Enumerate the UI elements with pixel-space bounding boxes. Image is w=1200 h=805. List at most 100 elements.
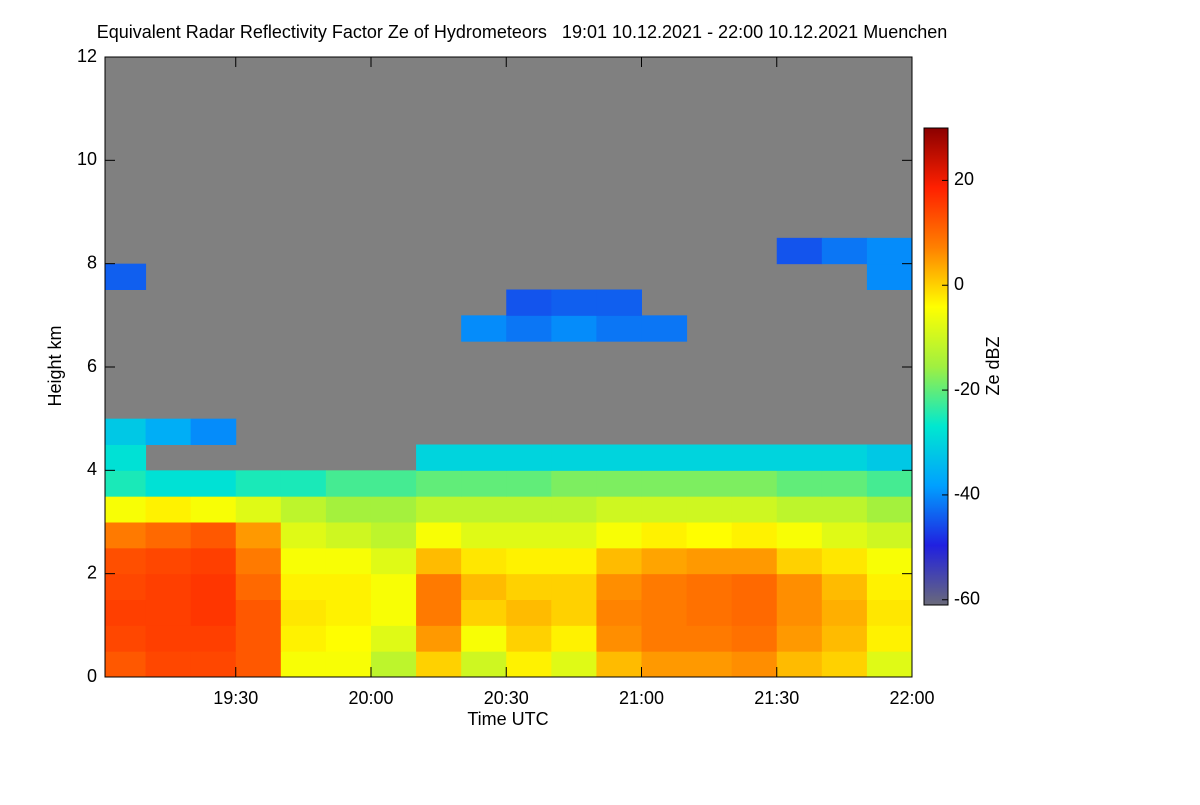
colorbar-tick-label: -60	[954, 589, 980, 609]
heatmap-cell	[821, 547, 868, 575]
colorbar-tick-label: -40	[954, 484, 980, 504]
heatmap-cell	[190, 470, 237, 497]
x-axis-label: Time UTC	[467, 709, 548, 729]
heatmap-cell	[686, 496, 733, 523]
heatmap-cell	[821, 599, 868, 626]
heatmap-cell	[731, 496, 778, 523]
heatmap-cell	[280, 651, 327, 678]
heatmap-cell	[551, 496, 597, 523]
heatmap-cell	[105, 625, 147, 652]
y-tick-label: 12	[77, 46, 97, 66]
heatmap-cell	[506, 651, 552, 678]
heatmap-cell	[235, 547, 282, 575]
heatmap-cell	[596, 315, 642, 342]
heatmap-cell	[416, 599, 462, 626]
heatmap-cell	[235, 573, 282, 600]
heatmap-cell	[641, 522, 688, 549]
heatmap-cell	[866, 547, 913, 575]
heatmap-cell	[776, 444, 823, 471]
heatmap-cell	[686, 470, 733, 497]
heatmap-cell	[461, 496, 507, 523]
heatmap-cell	[776, 651, 823, 678]
heatmap-cell	[551, 599, 597, 626]
heatmap-cell	[506, 573, 552, 600]
heatmap-cell	[686, 625, 733, 652]
heatmap-cell	[105, 599, 147, 626]
heatmap-cell	[776, 599, 823, 626]
heatmap-cell	[461, 315, 507, 342]
heatmap-cell	[731, 599, 778, 626]
heatmap-cell	[325, 470, 372, 497]
heatmap-cell	[596, 496, 642, 523]
heatmap-cell	[280, 573, 327, 600]
heatmap-cell	[190, 651, 237, 678]
heatmap-cell	[105, 522, 147, 549]
heatmap-cell	[506, 289, 552, 316]
heatmap-cell	[235, 625, 282, 652]
heatmap-cell	[325, 625, 372, 652]
heatmap-cell	[416, 496, 462, 523]
heatmap-cell	[145, 547, 192, 575]
heatmap-cell	[105, 470, 147, 497]
heatmap-cell	[866, 573, 913, 600]
heatmap-cell	[821, 237, 868, 265]
heatmap-cell	[461, 625, 507, 652]
heatmap-cell	[370, 573, 417, 600]
heatmap-cell	[145, 651, 192, 678]
heatmap-cell	[506, 470, 552, 497]
heatmap-cell	[370, 470, 417, 497]
heatmap-cell	[866, 237, 913, 265]
heatmap-cell	[370, 625, 417, 652]
heatmap-cell	[821, 470, 868, 497]
heatmap-cell	[145, 522, 192, 549]
heatmap-cell	[596, 651, 642, 678]
heatmap-cell	[145, 599, 192, 626]
heatmap-cell	[461, 444, 507, 471]
heatmap-cell	[461, 470, 507, 497]
heatmap-cell	[190, 599, 237, 626]
heatmap-cell	[105, 547, 147, 575]
heatmap-cell	[280, 496, 327, 523]
heatmap-cell	[641, 496, 688, 523]
heatmap-cell	[416, 651, 462, 678]
heatmap-cell	[235, 651, 282, 678]
heatmap-cell	[325, 651, 372, 678]
heatmap-cell	[641, 547, 688, 575]
heatmap-cell	[370, 547, 417, 575]
heatmap-cell	[596, 522, 642, 549]
heatmap-cell	[596, 625, 642, 652]
heatmap-cell	[105, 444, 147, 471]
heatmap-cell	[776, 625, 823, 652]
heatmap-cell	[686, 651, 733, 678]
heatmap-cell	[235, 522, 282, 549]
heatmap-cell	[105, 263, 147, 290]
heatmap-cell	[461, 651, 507, 678]
y-tick-label: 4	[87, 459, 97, 479]
heatmap-cell	[731, 573, 778, 600]
heatmap-cell	[105, 651, 147, 678]
colorbar-tick-label: -20	[954, 379, 980, 399]
heatmap-cell	[596, 444, 642, 471]
heatmap-cell	[190, 625, 237, 652]
y-tick-label: 10	[77, 149, 97, 169]
heatmap-cell	[551, 522, 597, 549]
heatmap-cell	[866, 263, 913, 290]
heatmap-cell	[641, 625, 688, 652]
heatmap-cell	[370, 522, 417, 549]
heatmap-cell	[866, 625, 913, 652]
heatmap-cell	[551, 289, 597, 316]
chart-title: Equivalent Radar Reflectivity Factor Ze …	[97, 22, 948, 42]
heatmap-cell	[506, 315, 552, 342]
heatmap-cell	[551, 651, 597, 678]
heatmap-cell	[731, 470, 778, 497]
heatmap-cell	[190, 496, 237, 523]
heatmap-cell	[776, 573, 823, 600]
heatmap-cell	[776, 522, 823, 549]
heatmap-cell	[776, 470, 823, 497]
heatmap-cell	[280, 547, 327, 575]
heatmap-cell	[551, 470, 597, 497]
heatmap-cell	[280, 522, 327, 549]
heatmap-cell	[821, 573, 868, 600]
heatmap-cell	[866, 496, 913, 523]
